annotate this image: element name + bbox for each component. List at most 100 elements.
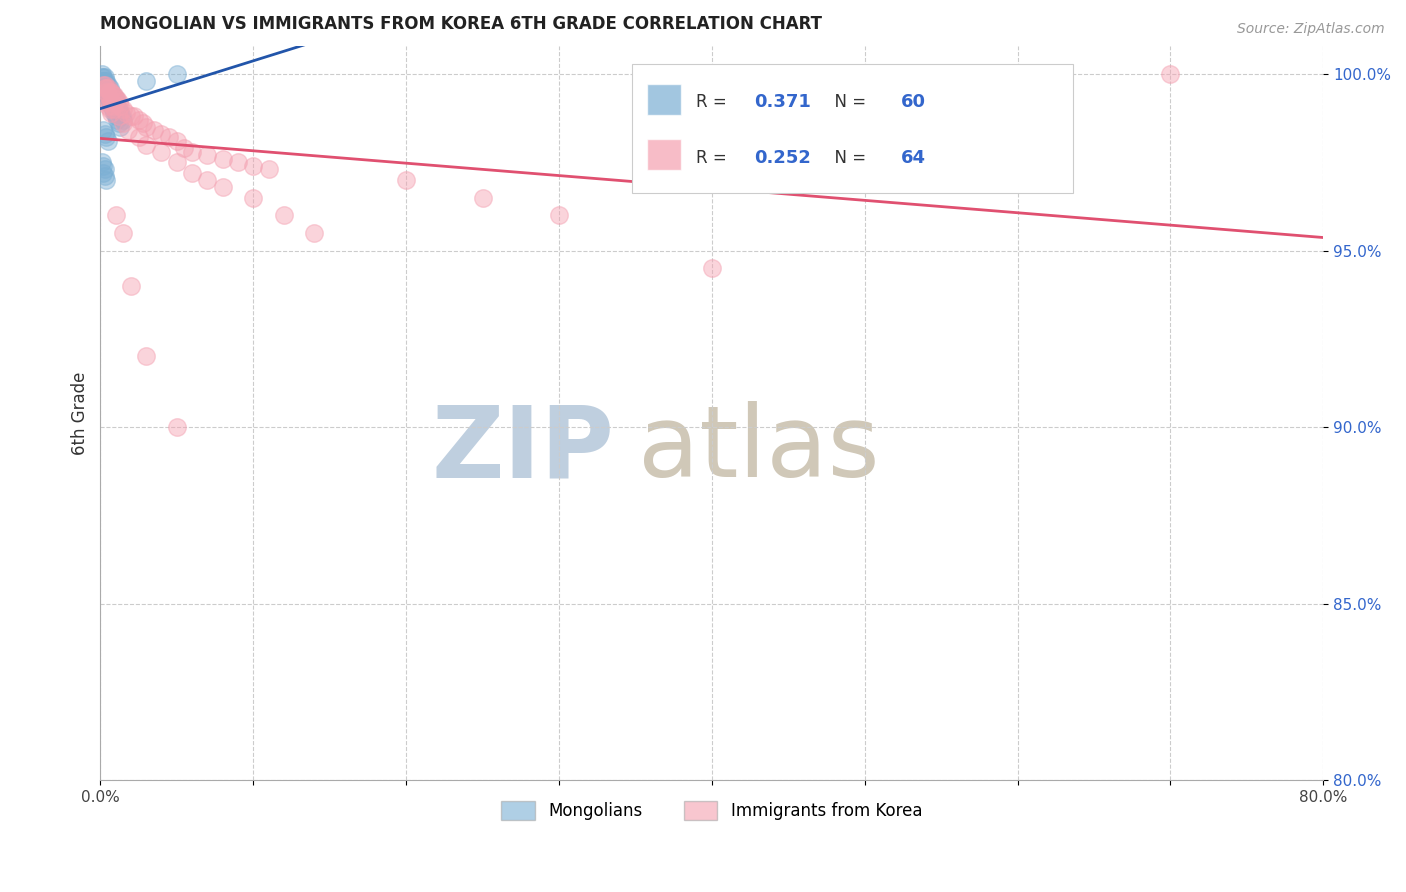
Text: N =: N = (824, 94, 872, 112)
Bar (647, 84, 682, 115)
Point (107, 95, 129, 110)
Legend: Mongolians, Immigrants from Korea: Mongolians, Immigrants from Korea (495, 795, 929, 827)
Point (90, 155, 112, 169)
Point (112, 226, 135, 240)
Point (150, 127, 173, 141)
Point (112, 116, 135, 130)
Point (97, 134, 120, 148)
Point (181, 166, 204, 180)
Point (107, 116, 129, 130)
Point (100, 105, 122, 120)
Point (111, 109, 134, 123)
Point (101, 102, 124, 116)
Point (98, 95, 121, 110)
Point (100, 85, 122, 99)
Point (93, 70, 115, 85)
Point (101, 99, 124, 113)
Point (105, 112, 128, 127)
Point (166, 67, 188, 81)
Point (304, 226, 326, 240)
Point (110, 99, 132, 113)
Point (135, 137, 157, 152)
Point (128, 112, 150, 127)
Point (97, 92, 120, 106)
Point (242, 190, 264, 204)
Point (93, 78, 115, 92)
Point (173, 141, 195, 155)
Text: 0.252: 0.252 (755, 149, 811, 167)
Point (548, 208, 571, 222)
Point (112, 102, 135, 116)
Point (104, 95, 127, 110)
Point (90, 70, 112, 85)
Point (100, 88, 122, 103)
Point (93, 78, 115, 92)
Point (93, 159, 115, 173)
Point (166, 420, 188, 434)
Point (98, 92, 121, 106)
Point (120, 109, 142, 123)
Point (132, 116, 155, 130)
Text: MONGOLIAN VS IMMIGRANTS FROM KOREA 6TH GRADE CORRELATION CHART: MONGOLIAN VS IMMIGRANTS FROM KOREA 6TH G… (100, 15, 823, 33)
Point (105, 99, 128, 113)
Point (94, 70, 117, 85)
Bar (633, 64, 1073, 193)
Point (117, 123, 139, 137)
Point (211, 180, 233, 194)
Point (96, 74, 118, 88)
Point (120, 278, 142, 293)
Text: atlas: atlas (638, 401, 880, 499)
Point (101, 88, 124, 103)
Point (97, 99, 120, 113)
Point (94, 81, 117, 95)
Point (135, 74, 157, 88)
Point (96, 81, 118, 95)
Point (94, 78, 117, 92)
Point (97, 81, 120, 95)
Point (110, 120, 132, 134)
Point (700, 261, 723, 276)
Point (100, 99, 122, 113)
Point (94, 127, 117, 141)
Point (1159, 67, 1181, 81)
Point (181, 145, 204, 159)
Point (98, 81, 121, 95)
Text: N =: N = (824, 149, 872, 167)
Point (93, 74, 115, 88)
Point (110, 105, 132, 120)
Point (226, 155, 249, 169)
Point (96, 88, 118, 103)
Point (128, 130, 150, 145)
Point (104, 92, 127, 106)
Text: R =: R = (696, 94, 733, 112)
Point (98, 102, 121, 116)
Point (103, 88, 125, 103)
Point (195, 148, 218, 162)
Point (94, 85, 117, 99)
Point (157, 130, 180, 145)
Point (98, 92, 121, 106)
Point (101, 88, 124, 103)
Text: 64: 64 (901, 149, 927, 167)
Point (94, 74, 117, 88)
Point (107, 102, 129, 116)
Point (101, 92, 124, 106)
Point (97, 88, 120, 103)
Point (104, 109, 127, 123)
Text: Source: ZipAtlas.com: Source: ZipAtlas.com (1237, 22, 1385, 37)
Bar (647, 139, 682, 169)
Point (93, 81, 115, 95)
Point (150, 145, 173, 159)
Text: ZIP: ZIP (432, 401, 614, 499)
Point (471, 190, 494, 204)
Point (395, 173, 418, 187)
Point (98, 85, 121, 99)
Point (142, 123, 165, 137)
Point (115, 105, 138, 120)
Point (90, 74, 112, 88)
Y-axis label: 6th Grade: 6th Grade (72, 371, 89, 455)
Point (112, 112, 135, 127)
Text: 0.371: 0.371 (755, 94, 811, 112)
Point (107, 109, 129, 123)
Point (103, 102, 125, 116)
